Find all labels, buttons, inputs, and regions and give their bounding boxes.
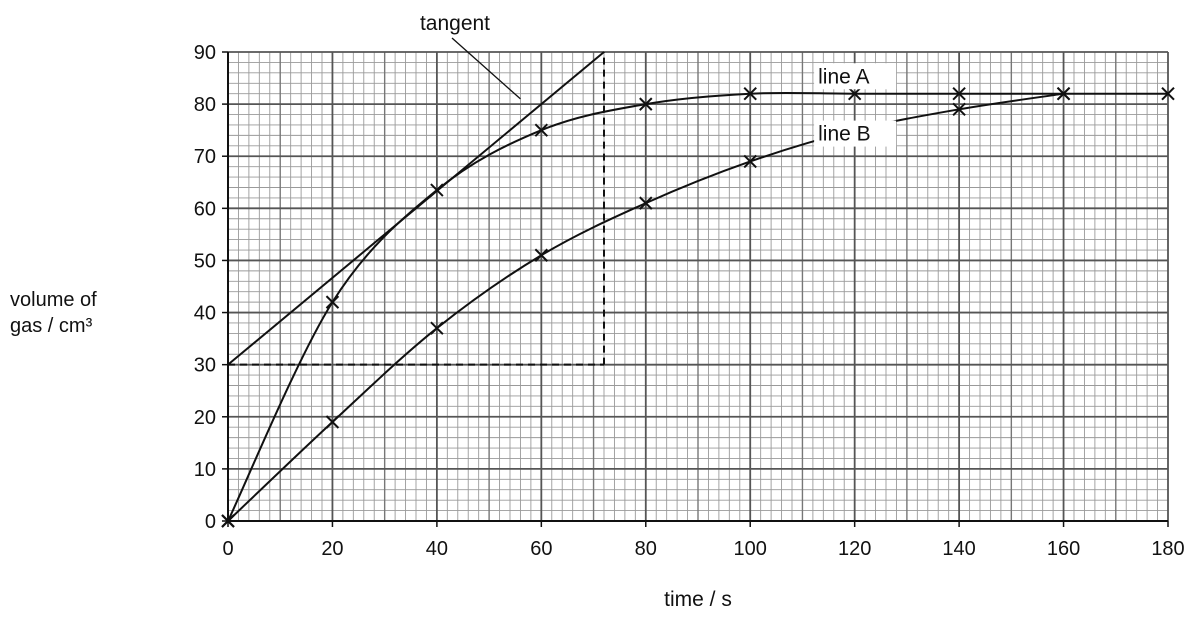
data-point-stroke <box>325 415 340 429</box>
data-point <box>847 86 862 101</box>
data-point <box>952 102 966 117</box>
y-tick-label: 0 <box>205 511 216 533</box>
data-point-stroke <box>534 248 549 262</box>
tangent-label: tangent <box>420 12 490 35</box>
y-tick-label: 50 <box>194 250 216 272</box>
x-tick-label: 100 <box>734 538 767 560</box>
y-tick-label: 20 <box>194 407 216 429</box>
series-label: line A <box>818 65 869 88</box>
x-tick-label: 80 <box>635 538 657 560</box>
y-tick-label: 70 <box>194 146 216 168</box>
y-tick-label: 60 <box>194 198 216 220</box>
data-point-stroke <box>221 514 235 528</box>
data-point-stroke <box>743 86 757 101</box>
data-point-stroke <box>743 154 757 169</box>
y-tick-label: 90 <box>194 42 216 64</box>
y-tick-label: 40 <box>194 303 216 325</box>
y-axis-label-line1: volume of <box>10 289 97 311</box>
data-point <box>1161 86 1175 101</box>
data-point <box>325 415 340 429</box>
data-point-stroke <box>430 183 444 197</box>
data-point-stroke <box>952 86 966 101</box>
data-point <box>325 295 340 309</box>
series-label: line B <box>818 123 871 146</box>
data-point-stroke <box>534 123 549 137</box>
x-tick-label: 40 <box>426 538 448 560</box>
x-axis-label: time / s <box>664 588 732 611</box>
dashed-guide <box>228 52 605 366</box>
x-tick-labels: 0 20 40 60 80 100 120 140 160 180 <box>222 521 1185 560</box>
x-tick-label: 120 <box>838 538 871 560</box>
data-point <box>221 514 235 528</box>
y-tick-label: 80 <box>194 94 216 116</box>
axes <box>227 52 1168 522</box>
series-labels: line A line B <box>814 63 897 147</box>
data-point-stroke <box>952 102 966 117</box>
y-axis-label: volume of gas / cm³ <box>10 287 97 339</box>
data-point-stroke <box>1161 86 1175 101</box>
y-axis-label-line2: gas / cm³ <box>10 315 93 337</box>
series-group <box>221 86 1175 528</box>
data-point <box>430 321 444 335</box>
data-point-stroke <box>639 97 653 111</box>
data-point <box>534 248 549 262</box>
data-point <box>534 123 549 137</box>
x-tick-label: 60 <box>530 538 552 560</box>
x-tick-label: 0 <box>222 538 233 560</box>
data-point <box>743 154 757 169</box>
data-point <box>1056 86 1071 101</box>
y-tick-labels: 0 10 20 30 40 50 60 70 80 90 <box>194 42 228 533</box>
data-point <box>430 183 444 197</box>
data-point <box>639 97 653 111</box>
mid-grid <box>279 52 1117 521</box>
series-line-1 <box>227 92 1064 522</box>
tangent-leader <box>451 37 521 100</box>
data-point <box>743 86 757 101</box>
data-point <box>952 86 966 101</box>
series-label-bg <box>814 120 897 147</box>
data-point <box>639 196 653 210</box>
data-point-stroke <box>847 86 862 101</box>
series-line-0 <box>227 91 1168 522</box>
y-tick-label: 30 <box>194 355 216 377</box>
x-tick-label: 20 <box>321 538 343 560</box>
data-point-stroke <box>639 196 653 210</box>
series-label-bg <box>814 63 897 90</box>
data-point-stroke <box>1056 86 1071 101</box>
y-tick-label: 10 <box>194 459 216 481</box>
x-tick-label: 180 <box>1151 538 1184 560</box>
x-tick-label: 160 <box>1047 538 1080 560</box>
data-point-stroke <box>430 321 444 335</box>
data-point-stroke <box>325 295 340 309</box>
x-tick-label: 140 <box>942 538 975 560</box>
